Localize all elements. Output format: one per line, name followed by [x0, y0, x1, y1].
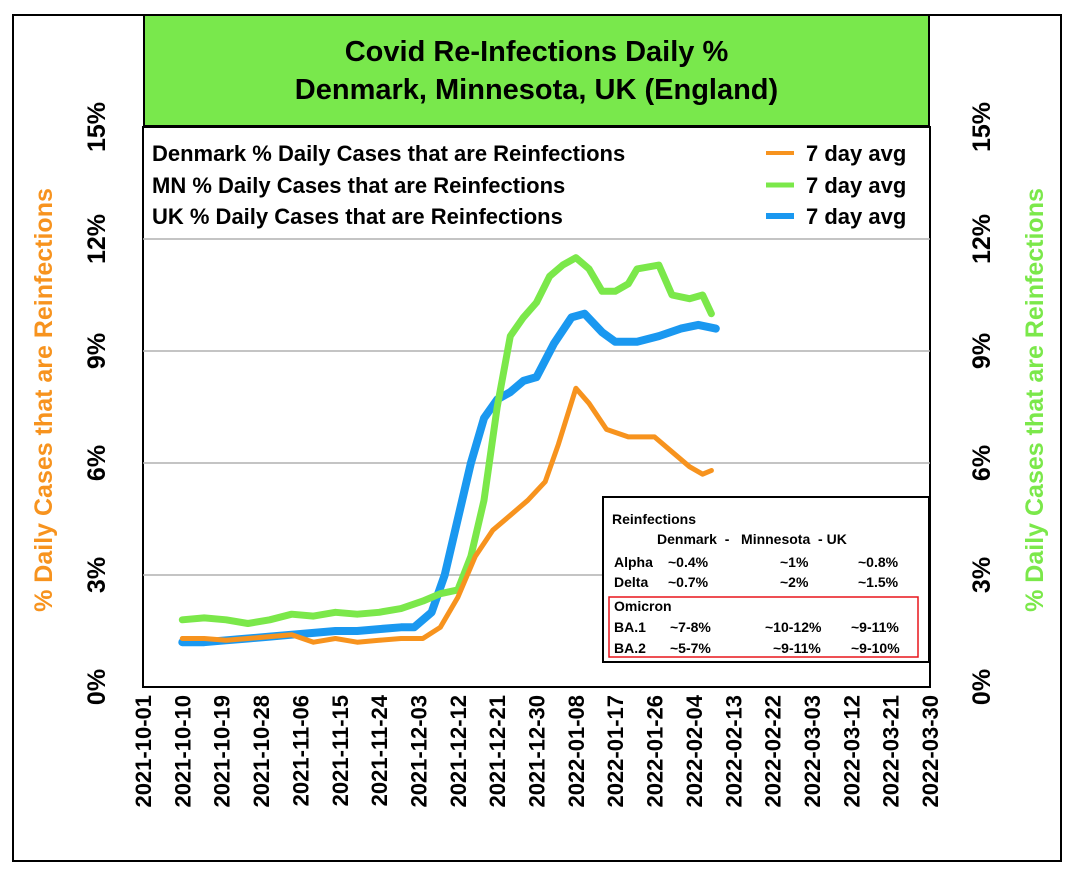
reinfection-table: Reinfections Denmark - Minnesota - UK Al… [602, 496, 930, 663]
x-tick-label: 2022-03-21 [879, 695, 904, 808]
y-tick-label-left: 15% [83, 102, 111, 152]
x-tick-label: 2022-02-22 [761, 695, 786, 808]
x-tick-label: 2022-02-04 [682, 694, 707, 807]
row-alpha-denmark: ~0.4% [668, 554, 709, 570]
x-tick-label: 2022-01-08 [564, 695, 589, 808]
row-ba1-uk: ~9-11% [851, 619, 899, 635]
x-tick-label: 2021-12-12 [446, 695, 471, 808]
legend: Denmark % Daily Cases that are Reinfecti… [152, 141, 906, 229]
x-tick-label: 2021-10-19 [210, 695, 235, 808]
y-axis-label-right: % Daily Cases that are Reinfections [1021, 188, 1049, 612]
y-tick-label-left: 9% [83, 333, 111, 369]
y-tick-label-right: 3% [968, 557, 996, 593]
legend-denmark-avg: 7 day avg [806, 141, 906, 166]
x-tick-label: 2021-11-24 [367, 694, 392, 806]
chart-subtitle: Denmark, Minnesota, UK (England) [294, 73, 779, 106]
x-tick-label: 2022-02-13 [721, 695, 746, 808]
x-tick-label: 2021-10-01 [131, 695, 156, 808]
x-tick-label: 2022-03-30 [918, 695, 943, 808]
y-tick-label-left: 12% [83, 214, 111, 264]
x-tick-label: 2021-12-30 [525, 695, 550, 808]
omicron-box [608, 596, 919, 658]
y-tick-label-right: 0% [968, 669, 996, 705]
x-ticks: 2021-10-01 2021-10-10 2021-10-19 2021-10-28… [131, 694, 943, 807]
row-ba2-variant: BA.2 [614, 640, 646, 656]
row-delta-uk: ~1.5% [858, 574, 899, 590]
y-tick-label-right: 9% [968, 333, 996, 369]
row-ba1-variant: BA.1 [614, 619, 646, 635]
x-tick-label: 2022-01-26 [643, 695, 668, 808]
legend-uk-label: UK % Daily Cases that are Reinfections [152, 204, 563, 229]
row-alpha-variant: Alpha [614, 554, 653, 570]
legend-denmark-label: Denmark % Daily Cases that are Reinfecti… [152, 141, 625, 166]
row-alpha-uk: ~0.8% [858, 554, 899, 570]
legend-uk-avg: 7 day avg [806, 204, 906, 229]
x-tick-label: 2021-12-03 [406, 695, 431, 808]
row-ba1-denmark: ~7-8% [670, 619, 711, 635]
series-line-mn [178, 254, 715, 627]
legend-mn-avg: 7 day avg [806, 173, 906, 198]
chart-title: Covid Re-Infections Daily % [344, 35, 729, 68]
y-tick-label-right: 6% [968, 445, 996, 481]
row-delta-variant: Delta [614, 574, 648, 590]
x-tick-label: 2022-03-12 [839, 695, 864, 808]
y-ticks-right: 0% 3% 6% 9% 12% 15% [968, 102, 996, 705]
table-header: Denmark - Minnesota - UK [657, 531, 847, 547]
chart-title-box: Covid Re-Infections Daily % Denmark, Min… [143, 14, 930, 127]
omicron-title: Omicron [614, 598, 672, 614]
row-ba2-uk: ~9-10% [851, 640, 900, 656]
x-tick-label: 2021-11-15 [328, 695, 353, 806]
table-title: Reinfections [612, 511, 696, 527]
table-box [602, 496, 930, 663]
series-line-denmark [179, 385, 714, 645]
y-tick-label-right: 15% [968, 102, 996, 152]
legend-mn-label: MN % Daily Cases that are Reinfections [152, 173, 565, 198]
x-tick-label: 2021-10-28 [249, 695, 274, 808]
row-ba2-denmark: ~5-7% [670, 640, 711, 656]
row-ba2-minnesota: ~9-11% [773, 640, 821, 656]
row-delta-denmark: ~0.7% [668, 574, 709, 590]
y-tick-label-left: 0% [83, 669, 111, 705]
row-delta-minnesota: ~2% [780, 574, 809, 590]
y-axis-label-left: % Daily Cases that are Reinfections [30, 188, 58, 612]
x-tick-label: 2021-10-10 [170, 695, 195, 808]
y-tick-label-left: 3% [83, 557, 111, 593]
x-tick-label: 2021-11-06 [288, 695, 313, 806]
x-tick-label: 2022-03-03 [800, 695, 825, 808]
series-lines [178, 254, 720, 647]
y-tick-label-right: 12% [968, 214, 996, 264]
y-tick-label-left: 6% [83, 445, 111, 481]
x-tick-label: 2021-12-21 [485, 695, 510, 808]
row-ba1-minnesota: ~10-12% [765, 619, 822, 635]
x-tick-label: 2022-01-17 [603, 695, 628, 808]
row-alpha-minnesota: ~1% [780, 554, 809, 570]
y-ticks-left: 0% 3% 6% 9% 12% 15% [83, 102, 111, 705]
